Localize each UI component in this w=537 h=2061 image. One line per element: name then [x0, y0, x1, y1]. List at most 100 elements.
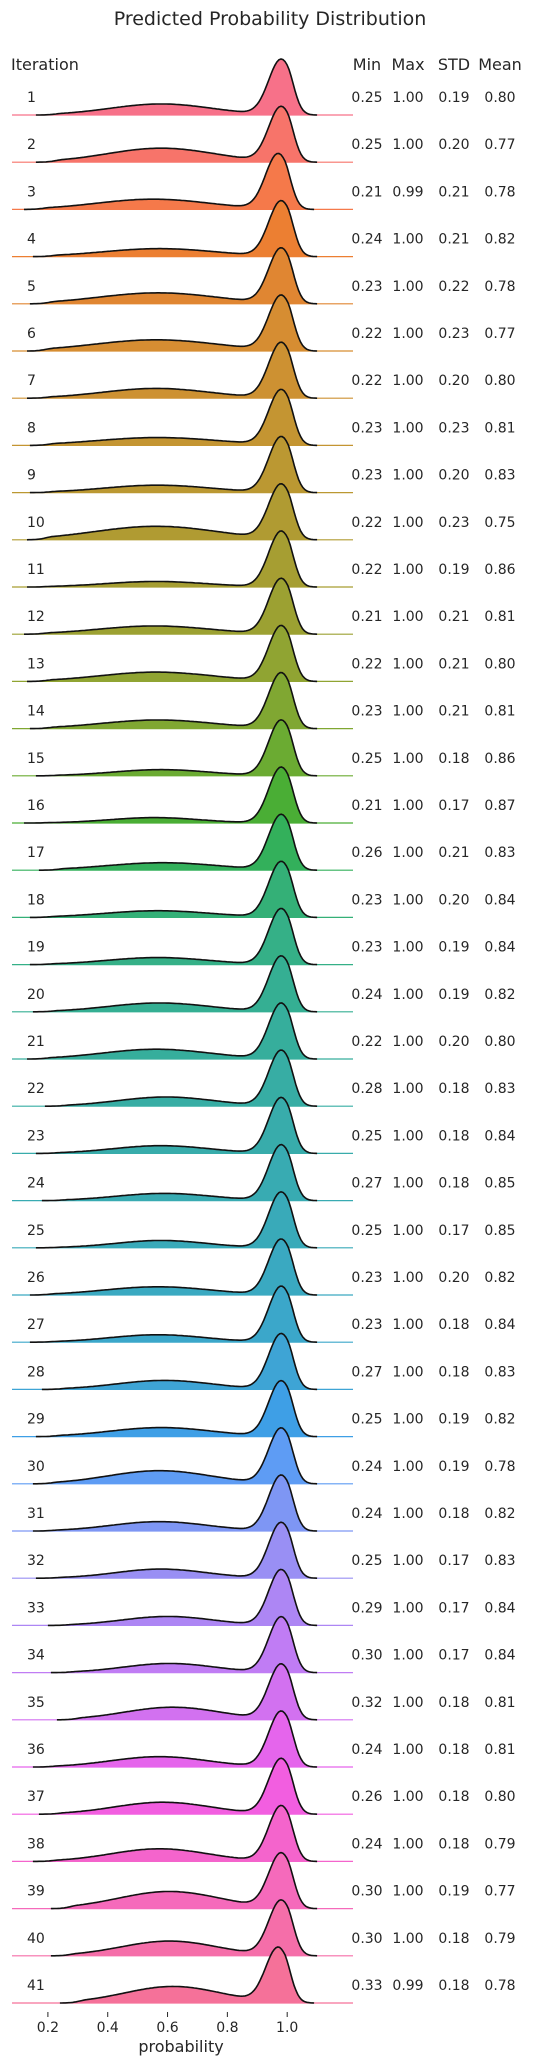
stat-std-value: 0.18 — [438, 1506, 469, 1522]
stat-mean-value: 0.78 — [484, 1459, 515, 1475]
stat-std-value: 0.19 — [438, 940, 469, 956]
stat-mean-value: 0.78 — [484, 279, 515, 295]
stat-min-value: 0.30 — [351, 1931, 382, 1947]
stat-std-value: 0.20 — [438, 137, 469, 153]
stat-max-value: 1.00 — [392, 1223, 423, 1239]
stat-min-value: 0.21 — [351, 798, 382, 814]
iteration-label: 39 — [27, 1884, 45, 1900]
stat-max-value: 1.00 — [392, 1317, 423, 1333]
stat-std-value: 0.18 — [438, 1364, 469, 1380]
iteration-label: 8 — [27, 420, 36, 436]
stat-mean-value: 0.78 — [484, 1978, 515, 1994]
stat-min-value: 0.25 — [351, 1553, 382, 1569]
x-tick-label: 0.4 — [97, 2020, 119, 2036]
x-tick-label: 1.0 — [276, 2020, 298, 2036]
stat-min-value: 0.32 — [351, 1695, 382, 1711]
x-tick-label: 0.2 — [37, 2020, 59, 2036]
stat-std-value: 0.18 — [438, 1081, 469, 1097]
iteration-label: 28 — [27, 1364, 45, 1380]
stat-mean-value: 0.80 — [484, 1789, 515, 1805]
stat-min-value: 0.24 — [351, 987, 382, 1003]
stat-mean-value: 0.75 — [484, 515, 515, 531]
stat-mean-value: 0.77 — [484, 1884, 515, 1900]
chart-title: Predicted Probability Distribution — [114, 8, 427, 30]
iteration-label: 36 — [27, 1742, 45, 1758]
stat-header-std: STD — [438, 55, 470, 74]
stat-std-value: 0.23 — [438, 420, 469, 436]
iteration-label: 18 — [27, 892, 45, 908]
stat-std-value: 0.20 — [438, 1270, 469, 1286]
stat-min-value: 0.22 — [351, 326, 382, 342]
stat-std-value: 0.20 — [438, 892, 469, 908]
stat-mean-value: 0.83 — [484, 1364, 515, 1380]
stat-header-mean: Mean — [478, 55, 522, 74]
stat-max-value: 1.00 — [392, 656, 423, 672]
stat-max-value: 1.00 — [392, 1412, 423, 1428]
stat-min-value: 0.23 — [351, 1270, 382, 1286]
stat-max-value: 1.00 — [392, 90, 423, 106]
stat-min-value: 0.24 — [351, 1506, 382, 1522]
stat-std-value: 0.21 — [438, 609, 469, 625]
iteration-label: 27 — [27, 1317, 45, 1333]
stat-std-value: 0.17 — [438, 798, 469, 814]
iteration-label: 37 — [27, 1789, 45, 1805]
iteration-label: 19 — [27, 940, 45, 956]
stat-max-value: 1.00 — [392, 1884, 423, 1900]
iteration-label: 29 — [27, 1412, 45, 1428]
stat-max-value: 1.00 — [392, 373, 423, 389]
stat-min-value: 0.33 — [351, 1978, 382, 1994]
x-axis-label: probability — [138, 2037, 223, 2056]
stat-std-value: 0.20 — [438, 468, 469, 484]
stat-max-value: 1.00 — [392, 137, 423, 153]
stat-min-value: 0.27 — [351, 1364, 382, 1380]
stat-min-value: 0.29 — [351, 1600, 382, 1616]
stat-max-value: 1.00 — [392, 1128, 423, 1144]
stat-min-value: 0.22 — [351, 656, 382, 672]
stat-max-value: 1.00 — [392, 1648, 423, 1664]
stat-std-value: 0.19 — [438, 987, 469, 1003]
stat-min-value: 0.23 — [351, 892, 382, 908]
stat-std-value: 0.17 — [438, 1600, 469, 1616]
iteration-label: 13 — [27, 656, 45, 672]
iteration-label: 9 — [27, 468, 36, 484]
stat-min-value: 0.23 — [351, 468, 382, 484]
stat-mean-value: 0.84 — [484, 1600, 515, 1616]
stat-std-value: 0.18 — [438, 1128, 469, 1144]
stat-std-value: 0.23 — [438, 326, 469, 342]
iteration-label: 22 — [27, 1081, 45, 1097]
iteration-label: 16 — [27, 798, 45, 814]
iteration-label: 10 — [27, 515, 45, 531]
stat-min-value: 0.24 — [351, 232, 382, 248]
stat-header-min: Min — [353, 55, 381, 74]
iteration-label: 25 — [27, 1223, 45, 1239]
iteration-label: 24 — [27, 1176, 45, 1192]
iteration-label: 5 — [27, 279, 36, 295]
stat-std-value: 0.18 — [438, 1836, 469, 1852]
stat-mean-value: 0.81 — [484, 704, 515, 720]
stat-std-value: 0.21 — [438, 232, 469, 248]
stat-std-value: 0.19 — [438, 90, 469, 106]
stat-max-value: 1.00 — [392, 940, 423, 956]
iteration-label: 32 — [27, 1553, 45, 1569]
iteration-label: 4 — [27, 232, 36, 248]
stat-max-value: 1.00 — [392, 515, 423, 531]
iteration-label: 17 — [27, 845, 45, 861]
iteration-label: 3 — [27, 184, 36, 200]
stat-max-value: 1.00 — [392, 1081, 423, 1097]
stat-mean-value: 0.77 — [484, 137, 515, 153]
stat-min-value: 0.22 — [351, 1034, 382, 1050]
stat-std-value: 0.18 — [438, 1176, 469, 1192]
stat-max-value: 1.00 — [392, 704, 423, 720]
stat-mean-value: 0.81 — [484, 1742, 515, 1758]
stat-min-value: 0.23 — [351, 940, 382, 956]
stat-std-value: 0.23 — [438, 515, 469, 531]
stat-min-value: 0.27 — [351, 1176, 382, 1192]
stat-std-value: 0.17 — [438, 1553, 469, 1569]
stat-min-value: 0.24 — [351, 1742, 382, 1758]
stat-std-value: 0.19 — [438, 562, 469, 578]
iteration-label: 12 — [27, 609, 45, 625]
stat-mean-value: 0.80 — [484, 373, 515, 389]
stat-min-value: 0.24 — [351, 1836, 382, 1852]
stat-max-value: 1.00 — [392, 1506, 423, 1522]
stat-max-value: 1.00 — [392, 232, 423, 248]
